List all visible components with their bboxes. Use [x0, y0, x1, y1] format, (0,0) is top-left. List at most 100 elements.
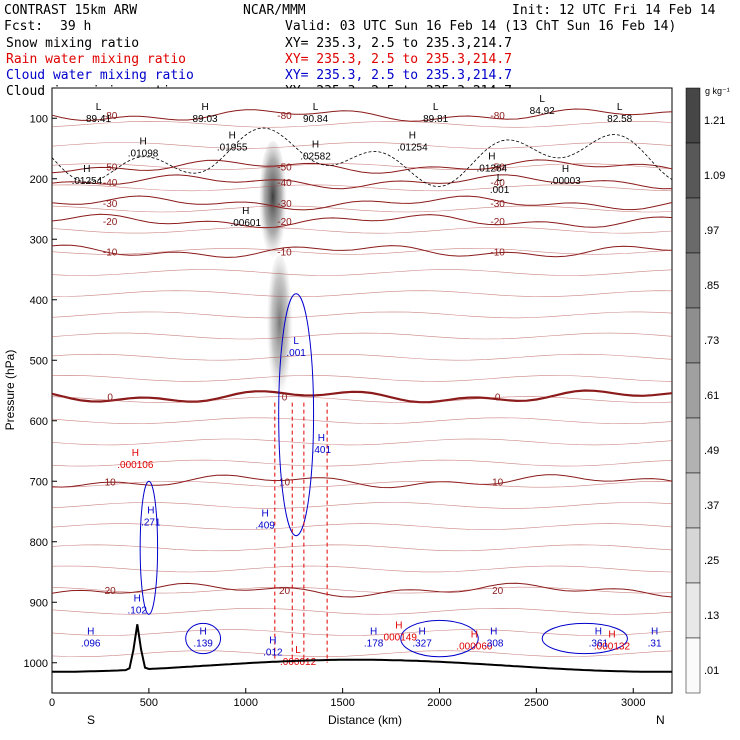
snow_labels-extremum-kind: H — [242, 206, 249, 217]
snow_labels-extremum-kind: H — [488, 152, 495, 163]
isotherm-label: -20 — [277, 217, 292, 228]
snow_labels-extremum-value: 89.41 — [86, 114, 111, 125]
cloud_water_labels-extremum-value: .102 — [128, 605, 148, 616]
isotherm-label: -30 — [103, 199, 118, 210]
isotherm-minor — [51, 205, 673, 213]
isotherm--80 — [51, 108, 673, 122]
isotherm-label: -20 — [490, 217, 505, 228]
rain_labels-extremum-value: .000060 — [456, 642, 493, 653]
isotherm-minor — [51, 226, 673, 234]
isotherm-minor — [51, 184, 673, 192]
cloud_water_labels-extremum-kind: H — [262, 509, 269, 520]
y-tick-label: 800 — [30, 537, 48, 549]
isotherm--50 — [51, 159, 673, 174]
colorbar-cell — [685, 307, 701, 364]
cloud_water_labels-extremum-kind: H — [200, 627, 207, 638]
rain_labels-extremum-kind: H — [471, 630, 478, 641]
cloud_water_labels-extremum-value: .271 — [141, 518, 161, 529]
isotherm-minor — [51, 269, 673, 276]
isotherm-minor — [51, 142, 673, 149]
colorbar-label: .25 — [704, 555, 719, 567]
snow_labels-extremum-kind: H — [139, 137, 146, 148]
isotherm-minor — [51, 629, 673, 636]
plot-area: -80 -80 -80-50 -50 -50-40 -40 -40-30 -30 -30-20-… — [51, 94, 673, 673]
snow_labels-extremum-value: .01098 — [128, 149, 159, 160]
colorbar-unit: g kg⁻¹ — [705, 86, 730, 96]
isotherm-label: 10 — [279, 477, 291, 488]
x-end-label-right: N — [656, 713, 665, 727]
snow_labels-extremum-value: 89.81 — [423, 114, 448, 125]
cloud_water_labels-extremum-kind: H — [269, 636, 276, 647]
snow_labels-extremum-value: .02582 — [300, 152, 331, 163]
isotherm-label: -80 — [103, 111, 118, 122]
isotherm-label: -80 — [490, 111, 505, 122]
isotherm-label: -10 — [490, 247, 505, 258]
forecast-hours: 39 h — [60, 19, 91, 34]
isotherm-minor — [51, 311, 673, 319]
field-name: Cloud water mixing ratio — [6, 68, 194, 83]
snow_labels-extremum-value: 84.92 — [530, 106, 555, 117]
cloud_water_labels-extremum-value: .178 — [364, 639, 384, 650]
snow_labels-extremum-kind: H — [201, 102, 208, 113]
y-tick-label: 300 — [30, 234, 48, 246]
x-axis-label: Distance (km) — [328, 713, 402, 727]
isotherm-minor — [51, 459, 673, 467]
snow_labels-extremum-value: .01955 — [217, 143, 248, 154]
cloud_water_labels-extremum-kind: H — [147, 506, 154, 517]
forecast-label: Fcst: — [4, 19, 43, 34]
isotherm--30 — [51, 195, 673, 211]
cloud_water_labels-extremum-kind: H — [87, 627, 94, 638]
snow_labels-extremum-value: .00003 — [550, 176, 581, 187]
snow_labels-extremum-kind: L — [617, 102, 623, 113]
cloud_water_labels-extremum-kind: L — [293, 336, 299, 347]
x-tick-label: 1000 — [234, 697, 258, 709]
terrain-line — [52, 624, 672, 673]
rain_labels-extremum-kind: L — [295, 645, 301, 656]
rain_labels-extremum-value: .000106 — [117, 460, 154, 471]
isotherm-minor — [51, 120, 673, 128]
cloud_water_labels-extremum-value: .308 — [484, 639, 504, 650]
x-tick-label: 500 — [140, 697, 158, 709]
snow_labels-extremum-kind: H — [83, 164, 90, 175]
isotherm-label: 20 — [279, 586, 291, 597]
colorbar: 1.21 1.09 .97 .85 .73 .61 .49 .37 .25 .13 .01 — [685, 87, 725, 694]
snow-plume — [258, 140, 287, 265]
snow_labels-extremum-value: 82.58 — [607, 114, 632, 125]
colorbar-cell — [685, 197, 701, 254]
cloud_water_labels-extremum-value: .31 — [648, 639, 662, 650]
isotherm-label: -40 — [277, 178, 292, 189]
model-title: CONTRAST 15km ARW — [4, 3, 137, 18]
colorbar-cell — [685, 252, 701, 309]
y-tick-label: 600 — [30, 416, 48, 428]
colorbar-cell — [685, 142, 701, 199]
colorbar-cell — [685, 527, 701, 584]
snow_labels-extremum-kind: L — [539, 94, 545, 105]
snow_labels-extremum-value: 89.03 — [193, 114, 218, 125]
isotherm-minor — [51, 353, 673, 361]
isotherm--10 — [51, 244, 673, 258]
y-tick-label: 1000 — [24, 658, 48, 670]
cloud_water_labels-extremum-value: .012 — [263, 648, 283, 659]
isotherm-minor — [51, 248, 673, 255]
isotherm-minor — [51, 375, 673, 382]
isotherm-minor — [51, 332, 673, 340]
isotherm-10 — [51, 474, 673, 489]
cloud_water_labels-extremum-value: .401 — [312, 445, 332, 456]
cloud-water-contour — [139, 480, 159, 615]
snow_labels-extremum-value: .01264 — [477, 164, 508, 175]
x-tick-label: 2500 — [524, 697, 548, 709]
isotherm-minor — [51, 544, 673, 552]
cloud_water_labels-extremum-value: .001 — [286, 348, 306, 359]
colorbar-cell — [685, 87, 701, 144]
cloud_water_labels-extremum-kind: H — [318, 433, 325, 444]
x-tick-label: 0 — [49, 697, 55, 709]
isotherm-label: -10 — [103, 247, 118, 258]
snow-plume — [266, 255, 293, 405]
y-tick-label: 200 — [30, 174, 48, 186]
field-name: Snow mixing ratio — [6, 36, 139, 51]
isotherm-label: -40 — [103, 178, 118, 189]
x-tick-label: 2000 — [427, 697, 451, 709]
x-end-label-left: S — [87, 713, 95, 727]
isotherm-label: 20 — [105, 586, 117, 597]
colorbar-cell — [685, 637, 701, 694]
